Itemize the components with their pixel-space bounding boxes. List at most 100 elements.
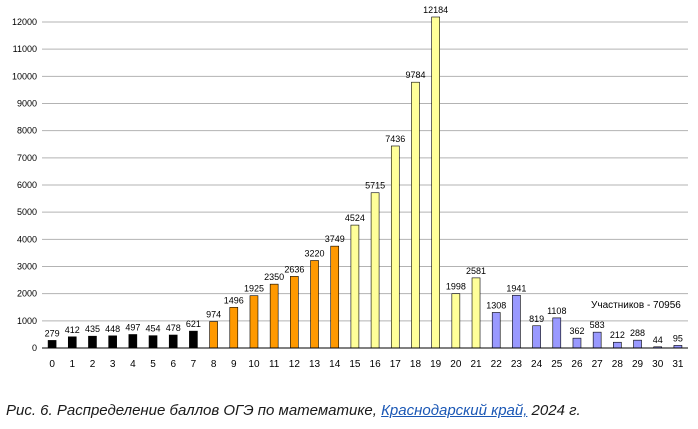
bar-score-10: [249, 295, 259, 349]
x-tick-label: 1: [70, 359, 76, 370]
x-tick-label: 21: [470, 359, 482, 370]
data-label: 1998: [446, 282, 466, 292]
x-tick-label: 2: [90, 359, 96, 370]
bar-score-3: [108, 335, 117, 349]
x-tick-label: 26: [571, 359, 583, 370]
data-label: 412: [65, 325, 80, 335]
data-label: 4524: [345, 213, 365, 223]
x-tick-label: 18: [410, 359, 422, 370]
bar-score-13: [310, 260, 319, 349]
data-label: 1108: [547, 306, 566, 316]
bar-score-11: [269, 283, 279, 349]
bar-score-4: [128, 334, 138, 349]
caption-suffix: 2024 г.: [527, 402, 581, 419]
y-tick-label: 1000: [17, 316, 37, 326]
x-tick-label: 7: [191, 359, 197, 370]
x-tick-label: 0: [49, 359, 55, 370]
data-label: 212: [610, 330, 625, 340]
x-tick-label: 10: [248, 359, 260, 370]
y-tick-label: 8000: [17, 126, 37, 136]
data-label: 448: [105, 324, 120, 334]
x-tick-label: 11: [269, 359, 280, 370]
x-tick-label: 28: [612, 359, 624, 370]
y-tick-label: 12000: [12, 17, 37, 27]
data-label: 1496: [224, 295, 244, 305]
participants-annotation: Участников - 70956: [591, 300, 681, 311]
y-axis-ticks: 0 1000 2000 3000 4000 5000 6000 7000 8000 9000 100…: [12, 17, 37, 353]
bar-score-1: [67, 336, 77, 349]
x-tick-label: 6: [170, 359, 176, 370]
bar-score-9: [229, 307, 239, 349]
y-tick-label: 2000: [17, 289, 37, 299]
x-tick-label: 5: [150, 359, 156, 370]
bar-score-2: [88, 335, 97, 349]
bar-score-27: [592, 331, 602, 349]
caption-region-link[interactable]: Краснодарский край,: [381, 402, 528, 419]
bar-score-29: [633, 339, 642, 349]
data-label: 95: [673, 333, 683, 343]
x-tick-label: 16: [370, 359, 382, 370]
y-tick-label: 5000: [17, 207, 37, 217]
data-labels: 279 412 435 448 497 454 478 6219741496192523502…: [45, 5, 683, 345]
bar-score-14: [330, 245, 340, 349]
data-label: 454: [146, 324, 161, 334]
x-tick-label: 3: [110, 359, 116, 370]
chart-area: 0 1000 2000 3000 4000 5000 6000 7000 8000 9000 100…: [12, 5, 688, 370]
bar-score-22: [491, 312, 501, 349]
x-tick-label: 8: [211, 359, 217, 370]
data-label: 9784: [405, 70, 425, 80]
x-tick-label: 22: [491, 359, 503, 370]
data-label: 974: [206, 310, 221, 320]
bar-score-18: [411, 81, 420, 349]
data-label: 621: [186, 319, 201, 329]
bar-score-12: [290, 276, 299, 349]
x-tick-label: 27: [592, 359, 604, 370]
x-tick-label: 4: [130, 359, 136, 370]
data-label: 362: [569, 326, 584, 336]
bar-score-5: [148, 335, 158, 349]
bar-score-16: [370, 192, 380, 349]
data-label: 7436: [385, 134, 405, 144]
x-tick-label: 24: [531, 359, 543, 370]
y-tick-label: 10000: [12, 71, 37, 81]
y-tick-label: 0: [32, 343, 37, 353]
x-tick-label: 23: [511, 359, 523, 370]
data-label: 5715: [365, 181, 385, 191]
x-tick-label: 9: [231, 359, 237, 370]
x-axis-ticks: 0 1 2 3 4 5 6 7 8 9 10 11 12 13 14 15 16 17 18 19 20 21 22 23 24…: [49, 359, 684, 370]
bar-score-6: [168, 334, 178, 349]
data-label: 288: [630, 328, 645, 338]
y-tick-label: 3000: [17, 262, 37, 272]
bar-score-26: [572, 337, 582, 349]
data-label: 1925: [244, 284, 264, 294]
x-tick-label: 20: [450, 359, 462, 370]
data-label: 497: [125, 322, 140, 332]
x-tick-label: 13: [309, 359, 321, 370]
bar-score-23: [512, 294, 521, 349]
bar-score-0: [47, 340, 57, 349]
bar-score-25: [552, 317, 562, 349]
y-tick-label: 11000: [13, 44, 37, 54]
data-label: 3220: [305, 249, 325, 259]
data-label: 2350: [264, 272, 284, 282]
bar-score-28: [613, 341, 622, 349]
x-tick-label: 25: [551, 359, 563, 370]
y-tick-label: 6000: [17, 180, 37, 190]
data-label: 44: [653, 335, 663, 345]
x-tick-label: 29: [632, 359, 644, 370]
y-tick-label: 4000: [17, 234, 37, 244]
data-label: 583: [590, 320, 605, 330]
bar-score-19: [431, 16, 440, 349]
x-tick-label: 12: [289, 359, 301, 370]
data-label: 279: [45, 328, 60, 338]
bar-score-7: [189, 330, 198, 349]
data-label: 12184: [423, 5, 448, 15]
caption-prefix: Рис. 6. Распределение баллов ОГЭ по мате…: [6, 402, 382, 419]
score-distribution-chart: 0100020003000400050006000700080009000100…: [12, 5, 688, 370]
data-label: 2636: [284, 264, 304, 274]
x-tick-label: 30: [652, 359, 664, 370]
data-label: 3749: [325, 234, 345, 244]
data-label: 1308: [486, 300, 506, 310]
x-tick-label: 17: [390, 359, 402, 370]
data-label: 435: [85, 324, 100, 334]
